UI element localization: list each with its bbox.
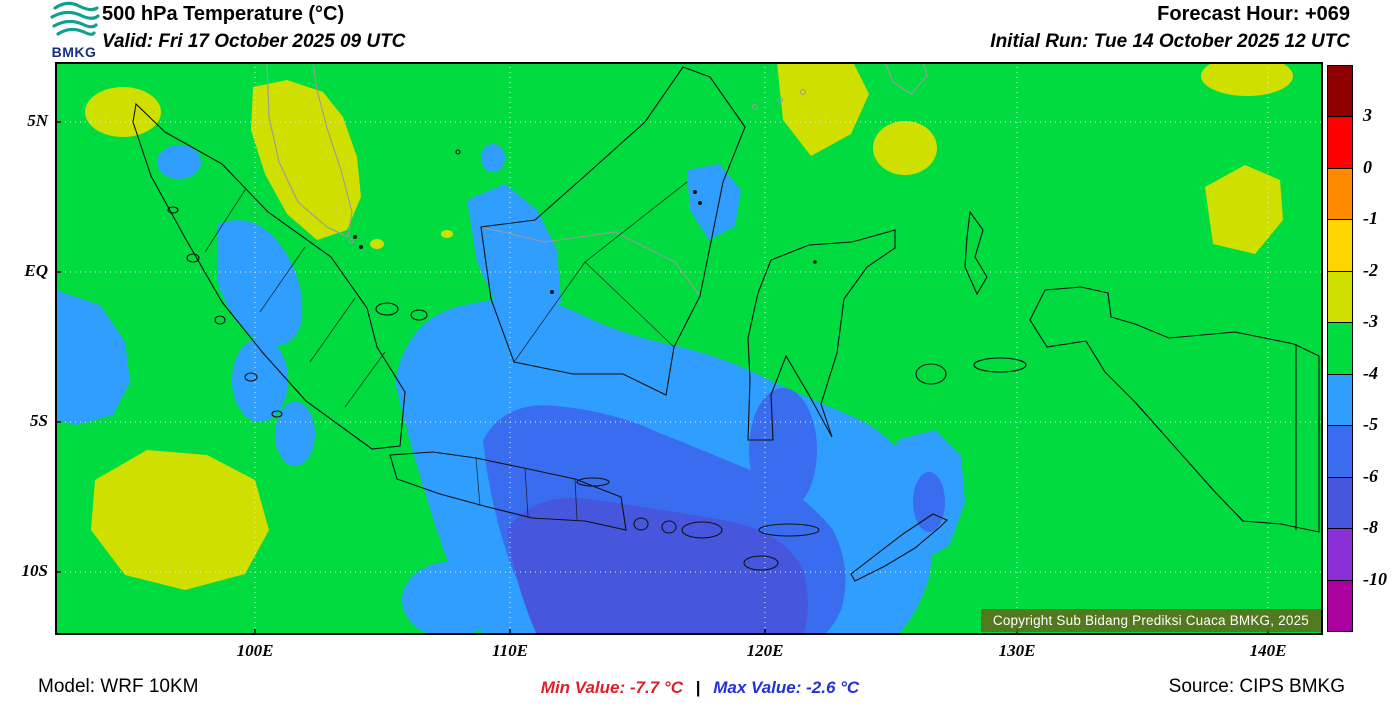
colorbar-segment [1328, 477, 1352, 530]
colorbar-tick-label: -8 [1363, 517, 1378, 537]
colorbar-segment [1328, 220, 1352, 272]
colorbar-tick-label: 3 [1363, 105, 1372, 125]
temperature-contour-map [55, 62, 1323, 635]
min-value-label: Min Value: -7.7 °C [540, 678, 683, 697]
copyright-notice: Copyright Sub Bidang Prediksi Cuaca BMKG… [980, 609, 1321, 632]
forecast-map: Copyright Sub Bidang Prediksi Cuaca BMKG… [55, 62, 1323, 635]
colorbar-swatches [1327, 65, 1353, 632]
map-frame-border [55, 62, 1323, 635]
colorbar-segment [1328, 580, 1352, 631]
lat-label-eq: EQ [24, 261, 48, 280]
colorbar-tick-label: -2 [1363, 260, 1378, 280]
graticule-gridlines [55, 62, 1323, 635]
colorbar-tick-label: -10 [1363, 569, 1387, 589]
colorbar-tick-label: 0 [1363, 157, 1372, 177]
temperature-colorbar: 3 0 -1 -2 -3 -4 -5 -6 -8 -10 [1327, 65, 1399, 632]
indonesia-coastlines [132, 66, 1320, 582]
colorbar-segment [1328, 168, 1352, 221]
bmkg-logo-label: BMKG [51, 44, 97, 60]
bmkg-logo: BMKG [46, 1, 102, 60]
lon-label-110e: 110E [492, 641, 528, 660]
model-label: Model: WRF 10KM [38, 676, 199, 697]
colorbar-segment [1328, 271, 1352, 324]
valid-time-label: Valid: Fri 17 October 2025 09 UTC [102, 31, 406, 52]
colorbar-segment [1328, 426, 1352, 478]
minmax-separator: | [695, 678, 701, 697]
temperature-deep-blue-region [507, 498, 808, 635]
initial-run-label: Initial Run: Tue 14 October 2025 12 UTC [990, 31, 1350, 52]
colorbar-tick-label: -6 [1363, 466, 1378, 486]
lat-label-5n: 5N [27, 111, 48, 130]
forecast-hour-label: Forecast Hour: +069 [1157, 3, 1350, 25]
foreign-coastlines [266, 62, 928, 297]
lat-label-10s: 10S [21, 561, 48, 580]
temperature-yellow-green-regions [85, 62, 1293, 590]
terrain-speckles [353, 190, 817, 294]
lat-label-5s: 5S [30, 411, 48, 430]
colorbar-segment [1328, 66, 1352, 118]
colorbar-tick-label: -3 [1363, 311, 1378, 331]
lon-label-120e: 120E [746, 641, 784, 660]
minmax-values: Min Value: -7.7 °C | Max Value: -2.6 °C [541, 678, 859, 698]
colorbar-segment [1328, 374, 1352, 427]
page-title: 500 hPa Temperature (°C) [102, 3, 345, 25]
colorbar-segment [1328, 323, 1352, 375]
lon-label-140e: 140E [1249, 641, 1287, 660]
bmkg-logo-icon [50, 1, 100, 36]
colorbar-segment [1328, 529, 1352, 581]
colorbar-segment [1328, 117, 1352, 169]
lon-label-130e: 130E [998, 641, 1036, 660]
lon-label-100e: 100E [236, 641, 274, 660]
max-value-label: Max Value: -2.6 °C [713, 678, 860, 697]
colorbar-tick-label: -1 [1363, 208, 1378, 228]
source-label: Source: CIPS BMKG [1168, 676, 1345, 697]
colorbar-tick-label: -4 [1363, 363, 1378, 383]
colorbar-tick-label: -5 [1363, 414, 1378, 434]
